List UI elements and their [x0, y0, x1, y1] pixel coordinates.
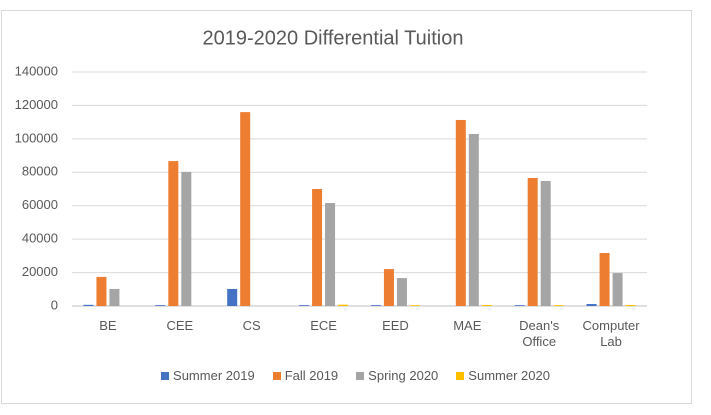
legend-swatch: [356, 371, 365, 380]
bar: [599, 253, 610, 306]
bar: [181, 171, 192, 306]
y-tick-label: 40000: [22, 231, 58, 246]
bar: [481, 304, 492, 306]
x-tick-label: ECE: [310, 318, 337, 333]
y-tick-label: 120000: [15, 97, 58, 112]
bar: [527, 177, 538, 306]
bar: [586, 303, 597, 306]
x-tick-label: EED: [382, 318, 409, 333]
bar: [168, 161, 179, 306]
x-tick-label: MAE: [453, 318, 482, 333]
bar: [240, 112, 251, 306]
chart-frame: [1, 10, 692, 404]
bar: [409, 305, 420, 306]
x-tick-label: Computer Lab: [582, 318, 640, 349]
chart-title: 2019-2020 Differential Tuition: [203, 27, 464, 49]
legend-item: Fall 2019: [272, 368, 339, 383]
bar: [468, 134, 479, 306]
x-tick-label: Dean's Office: [519, 318, 560, 349]
bar: [370, 305, 381, 306]
legend-label: Summer 2019: [173, 368, 255, 383]
y-tick-label: 0: [51, 297, 58, 312]
legend-swatch: [272, 371, 281, 380]
y-tick-label: 140000: [15, 63, 58, 78]
bar: [155, 305, 166, 306]
bar: [312, 189, 323, 306]
legend: Summer 2019 Fall 2019 Spring 2020 Summer 20…: [0, 368, 711, 383]
y-tick-label: 80000: [22, 164, 58, 179]
bar: [299, 305, 310, 306]
x-tick-label: BE: [99, 318, 117, 333]
bar: [553, 305, 564, 306]
legend-item: Summer 2019: [161, 368, 255, 383]
y-tick-label: 100000: [15, 130, 58, 145]
legend-label: Spring 2020: [368, 368, 439, 383]
bar: [325, 203, 336, 306]
legend-swatch: [161, 371, 170, 380]
bar: [338, 304, 349, 306]
bar: [455, 119, 466, 306]
bar: [227, 288, 238, 306]
bar: [540, 180, 551, 306]
bar: [612, 273, 623, 306]
x-tick-label: CS: [242, 318, 261, 333]
bar: [96, 276, 107, 306]
legend-item: Spring 2020: [356, 368, 438, 383]
bar: [109, 288, 120, 306]
bar: [383, 269, 394, 306]
bar: [396, 278, 407, 306]
bar: [514, 305, 525, 306]
legend-swatch: [456, 371, 465, 380]
y-tick-label: 60000: [22, 197, 58, 212]
legend-item: Summer 2020: [456, 368, 550, 383]
legend-label: Summer 2020: [468, 368, 550, 383]
legend-label: Fall 2019: [284, 368, 339, 383]
bar: [83, 304, 94, 306]
x-tick-label: CEE: [166, 318, 194, 333]
y-tick-label: 20000: [22, 264, 58, 279]
bar: [625, 304, 636, 306]
